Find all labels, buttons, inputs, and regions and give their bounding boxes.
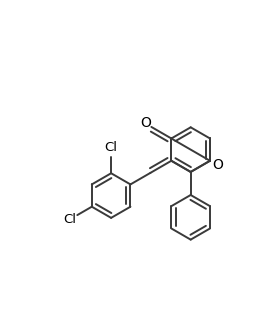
Text: O: O: [140, 116, 151, 130]
Text: Cl: Cl: [105, 142, 118, 154]
Text: O: O: [212, 158, 223, 172]
Text: Cl: Cl: [63, 213, 76, 226]
